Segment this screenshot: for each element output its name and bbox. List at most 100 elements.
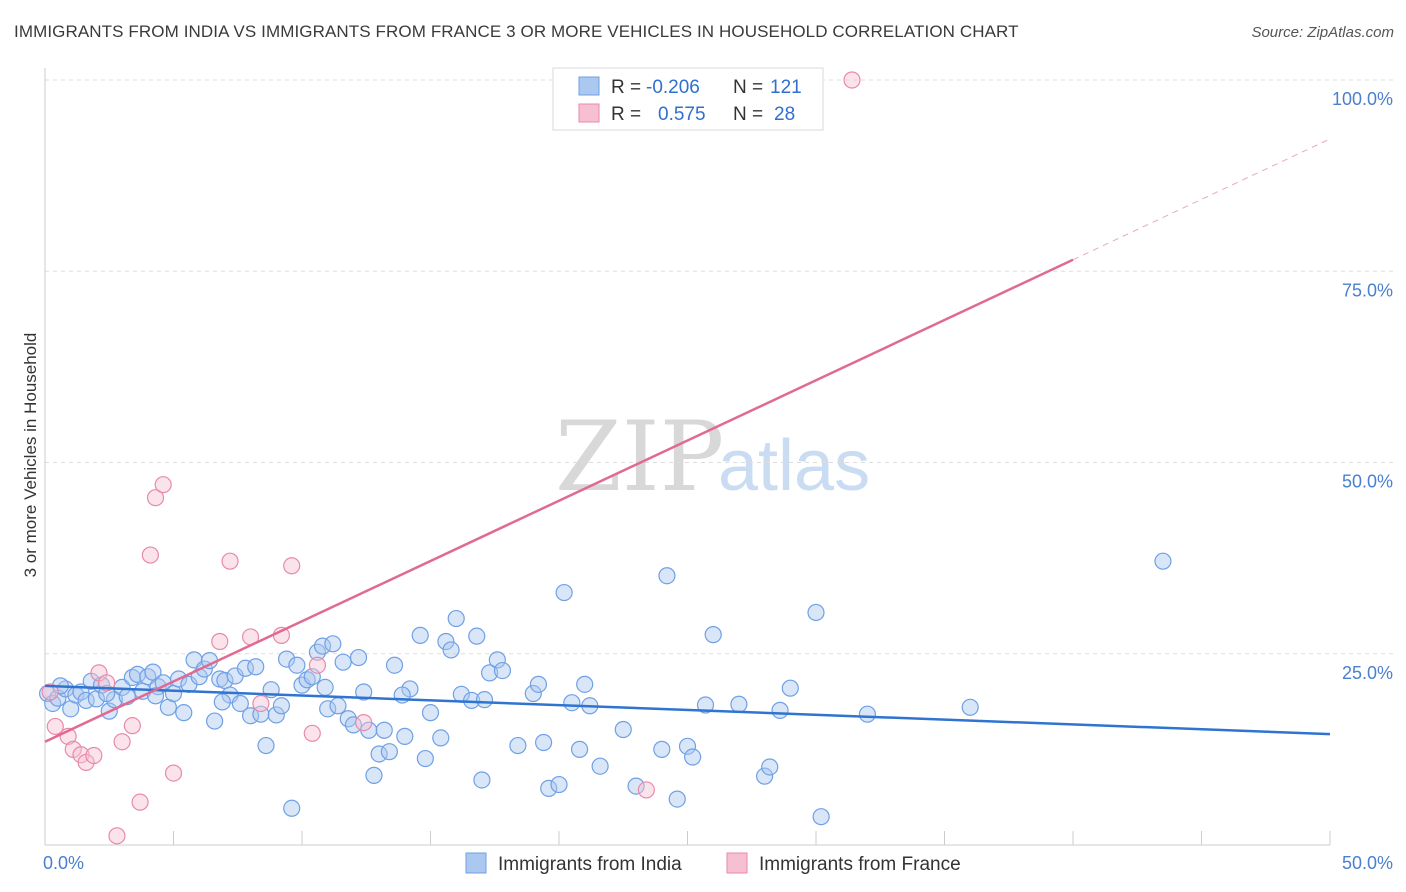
- india-point: [807, 603, 825, 622]
- france-point: [146, 489, 165, 507]
- legend-swatch-france: [578, 103, 600, 123]
- france-point: [113, 733, 131, 751]
- gridlines: [45, 79, 1395, 655]
- india-point: [175, 704, 193, 722]
- legend-r-value-india: -0.206: [646, 77, 700, 98]
- legend-swatch-india: [578, 76, 600, 96]
- india-point: [540, 779, 558, 797]
- india-point: [432, 729, 450, 747]
- france-point: [308, 656, 327, 674]
- india-point: [324, 635, 342, 653]
- france-point: [637, 781, 655, 799]
- india-point: [247, 658, 265, 676]
- india-point: [534, 733, 553, 752]
- x-tick-label: 0.0%: [43, 853, 84, 873]
- legend-n-value-india: 121: [770, 77, 802, 98]
- watermark-zip: ZIP: [555, 401, 724, 513]
- chart-title: IMMIGRANTS FROM INDIA VS IMMIGRANTS FROM…: [14, 22, 1019, 41]
- france-point: [46, 717, 64, 736]
- india-point: [481, 664, 499, 682]
- bottom-legend-swatch-france: [726, 852, 748, 874]
- legend-n-label-india: N =: [733, 77, 763, 98]
- india-point: [288, 656, 306, 674]
- trend-lines: [44, 138, 1331, 743]
- france-point: [154, 476, 172, 494]
- india-point: [614, 720, 632, 739]
- india-point: [678, 737, 697, 755]
- france-point: [303, 724, 321, 742]
- bottom-legend-swatch-india: [465, 852, 487, 874]
- india-point: [329, 697, 347, 715]
- india-point: [781, 679, 799, 697]
- india-points: [38, 552, 1172, 826]
- india-point: [473, 771, 491, 789]
- india-point: [272, 697, 291, 715]
- tick-labels: 25.0% 50.0% 75.0% 100.0% 0.0% 50.0%: [43, 89, 1393, 873]
- india-point: [283, 799, 301, 817]
- india-point: [206, 712, 224, 730]
- legend-r-value-france: 0.575: [658, 104, 706, 125]
- india-point: [668, 790, 686, 808]
- india-point: [257, 736, 275, 755]
- india-point: [761, 758, 779, 776]
- india-point: [365, 766, 383, 784]
- india-point: [576, 675, 594, 693]
- axes: [44, 68, 1331, 846]
- india-point: [164, 684, 183, 703]
- india-trend-line: [44, 684, 1331, 736]
- france-point: [355, 713, 373, 732]
- india-point: [858, 705, 877, 723]
- india-point: [524, 684, 542, 703]
- france-point: [221, 552, 239, 570]
- india-point: [416, 749, 434, 768]
- france-point: [131, 793, 149, 811]
- india-point: [411, 626, 429, 644]
- india-point: [627, 777, 645, 795]
- india-point: [696, 696, 715, 714]
- india-point: [319, 700, 337, 718]
- india-point: [313, 637, 332, 655]
- india-point: [298, 671, 316, 689]
- legend-r-label-india: R =: [611, 77, 641, 98]
- france-point: [843, 71, 861, 89]
- india-point: [396, 727, 414, 745]
- bottom-legend-label-france: Immigrants from France: [759, 854, 961, 875]
- india-point: [550, 775, 568, 794]
- y-tick-label: 75.0%: [1342, 280, 1393, 300]
- bottom-legend-label-india: Immigrants from India: [498, 854, 682, 875]
- france-point: [211, 632, 229, 651]
- india-point: [349, 648, 368, 667]
- india-point: [468, 627, 486, 645]
- india-point: [213, 693, 231, 711]
- source-label: Source: ZipAtlas.com: [1251, 24, 1394, 41]
- watermark: ZIP atlas: [555, 401, 870, 513]
- france-points: [41, 71, 861, 845]
- series-legend: Immigrants from India Immigrants from Fr…: [465, 852, 961, 875]
- y-tick-label: 100.0%: [1332, 89, 1393, 109]
- india-point: [653, 740, 671, 758]
- india-point: [375, 721, 393, 739]
- watermark-atlas: atlas: [718, 426, 870, 506]
- india-point: [344, 716, 362, 734]
- france-point: [283, 557, 301, 575]
- india-point: [563, 694, 581, 712]
- india-point: [267, 706, 285, 724]
- india-point: [755, 767, 774, 785]
- india-point: [447, 609, 465, 628]
- india-point: [812, 808, 830, 826]
- france-trend-line: [44, 258, 1074, 743]
- india-point: [442, 641, 460, 659]
- legend-r-label-france: R =: [611, 104, 641, 125]
- india-point: [684, 748, 702, 766]
- x-tick-label: 50.0%: [1342, 853, 1393, 873]
- india-point: [509, 736, 527, 755]
- france-point: [164, 764, 183, 782]
- india-point: [570, 740, 589, 758]
- y-tick-label: 25.0%: [1342, 663, 1393, 683]
- india-point: [334, 653, 352, 671]
- legend-n-label-france: N =: [733, 104, 763, 125]
- france-point: [108, 827, 126, 845]
- y-axis-title: 3 or more Vehicles in Household: [21, 333, 40, 578]
- india-point: [277, 650, 296, 668]
